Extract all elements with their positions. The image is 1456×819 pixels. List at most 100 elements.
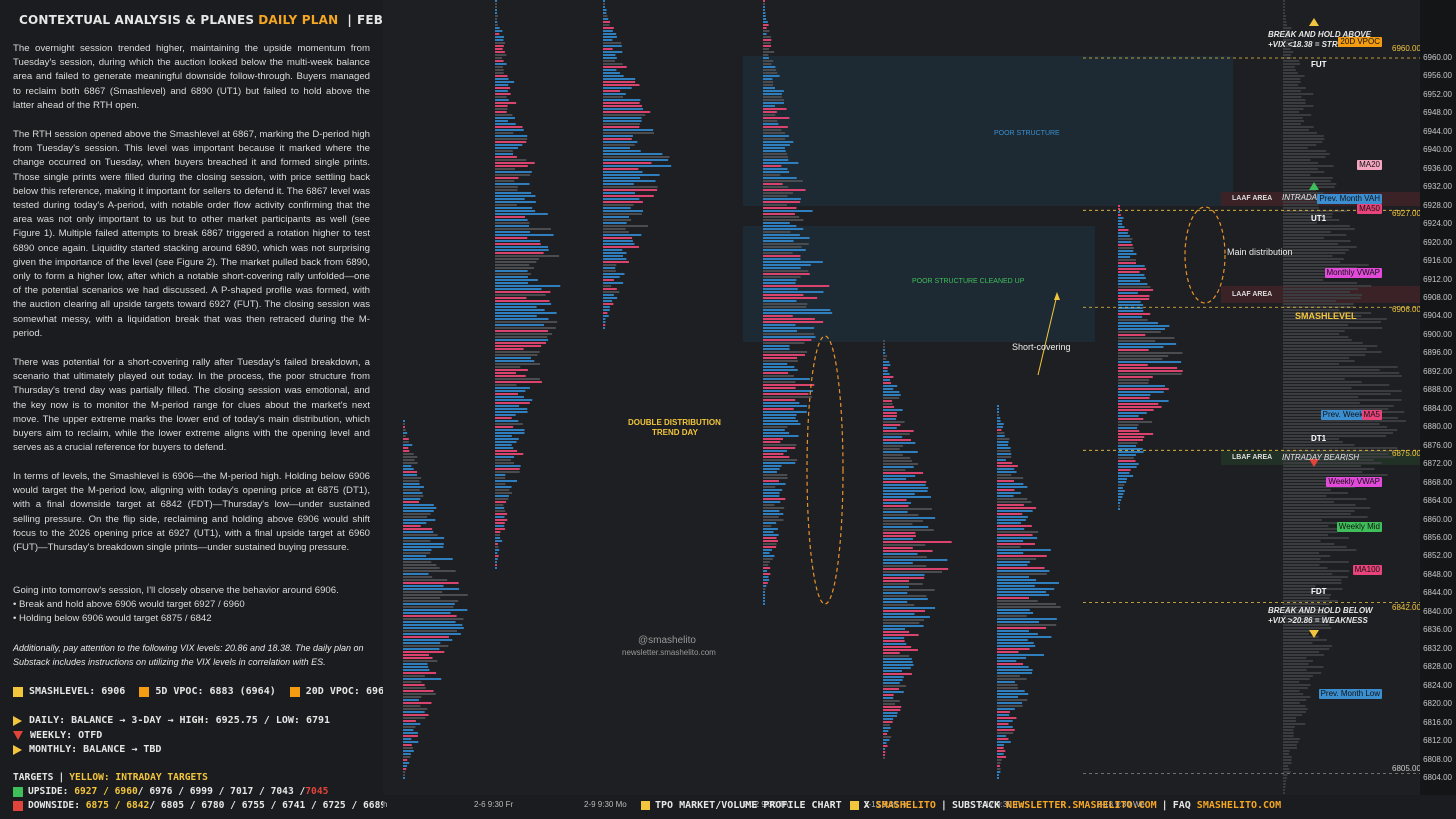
footer-x-handle[interactable]: SMASHELITO <box>875 800 936 811</box>
profile-bar <box>883 394 901 396</box>
profile-bar <box>997 600 1038 602</box>
profile-bar <box>763 231 791 233</box>
profile-bar <box>763 75 780 77</box>
profile-bar <box>997 612 1034 614</box>
profile-bar <box>763 348 790 350</box>
profile-bar <box>763 63 772 65</box>
profile-bar <box>603 195 654 197</box>
profile-bar <box>1283 303 1354 305</box>
profile-bar <box>763 525 772 527</box>
profile-bar <box>997 768 1001 770</box>
profile-bar <box>1283 696 1311 698</box>
profile-bar <box>1118 469 1131 471</box>
profile-bar <box>403 456 418 458</box>
profile-bar <box>1283 489 1331 491</box>
profile-bar <box>1283 504 1356 506</box>
profile-bar <box>763 567 771 569</box>
footer-faq-link[interactable]: SMASHELITO.COM <box>1196 800 1282 811</box>
profile-bar <box>883 508 932 510</box>
profile-bar <box>997 555 1047 557</box>
profile-bar <box>495 120 508 122</box>
profile-bar <box>997 699 1028 701</box>
watermark-site: newsletter.smashelito.com <box>622 648 716 657</box>
profile-bar <box>1118 508 1120 510</box>
profile-bar <box>883 658 912 660</box>
profile-bar <box>997 522 1021 524</box>
profile-bar <box>1118 421 1153 423</box>
profile-bar <box>883 616 930 618</box>
profile-bar <box>603 48 613 50</box>
profile-bar <box>495 231 531 233</box>
yellow-square-icon <box>849 801 859 810</box>
profile-bar <box>495 354 538 356</box>
profile-bar <box>883 619 925 621</box>
profile-bar <box>883 412 897 414</box>
profile-bar <box>997 594 1050 596</box>
price-tick: 6820.00 <box>1423 699 1452 709</box>
profile-bar <box>1118 334 1146 336</box>
laaf-label-upper: LAAF AREA <box>1232 195 1273 202</box>
profile-bar <box>1118 433 1154 435</box>
profile-bar <box>883 736 892 738</box>
profile-bar <box>883 628 906 630</box>
profile-bar <box>763 342 805 344</box>
profile-bar <box>883 349 885 351</box>
profile-bar <box>495 423 523 425</box>
price-tick: 6868.00 <box>1423 477 1452 487</box>
profile-bar <box>1283 327 1383 329</box>
tpo-profile-chart[interactable] <box>383 0 1420 795</box>
profile-bar <box>1118 505 1120 507</box>
profile-bar <box>403 714 429 716</box>
profile-bar <box>1118 499 1122 501</box>
profile-bar <box>403 444 413 446</box>
profile-bar <box>763 72 778 74</box>
profile-bar <box>603 273 625 275</box>
profile-bar <box>603 198 640 200</box>
profile-bar <box>495 384 517 386</box>
profile-bar <box>603 183 634 185</box>
profile-bar <box>883 691 904 693</box>
profile-bar <box>1283 72 1298 74</box>
profile-bar <box>763 159 789 161</box>
profile-bar <box>763 81 774 83</box>
profile-bar <box>763 339 812 341</box>
profile-bar <box>763 213 795 215</box>
profile-bar <box>883 448 900 450</box>
profile-bar <box>495 210 536 212</box>
profile-bar <box>495 387 530 389</box>
profile-bar <box>495 396 524 398</box>
profile-bar <box>495 525 505 527</box>
footer-site-link[interactable]: NEWSLETTER.SMASHELITO.COM <box>1006 800 1157 811</box>
profile-bar <box>763 12 766 14</box>
profile-bar <box>763 456 790 458</box>
profile-bar <box>1118 382 1149 384</box>
profile-bar <box>403 567 440 569</box>
profile-bar <box>1118 265 1145 267</box>
profile-bar <box>403 486 424 488</box>
profile-bar <box>763 600 765 602</box>
profile-bar <box>1283 333 1340 335</box>
profile-bar <box>763 108 787 110</box>
profile-bar <box>495 402 530 404</box>
indicator-tag-label: Weekly VWAP <box>1326 476 1382 487</box>
profile-bar <box>1283 579 1342 581</box>
profile-bar <box>1283 573 1333 575</box>
profile-bar <box>403 588 460 590</box>
profile-bar <box>1283 663 1309 665</box>
profile-bar <box>763 111 777 113</box>
profile-bar <box>883 586 909 588</box>
profile-bar <box>1283 102 1306 104</box>
profile-bar <box>883 700 900 702</box>
profile-bar <box>403 705 421 707</box>
footer-faq: FAQ <box>1172 800 1191 811</box>
profile-bar <box>603 291 620 293</box>
profile-bar <box>603 150 641 152</box>
profile-bar <box>997 735 1007 737</box>
profile-bar <box>883 478 907 480</box>
profile-bar <box>997 588 1055 590</box>
profile-bar <box>495 564 497 566</box>
paragraph-short-covering: There was potential for a short-covering… <box>13 357 370 454</box>
profile-bar <box>883 538 913 540</box>
profile-bar <box>495 207 533 209</box>
profile-bar <box>495 351 540 353</box>
